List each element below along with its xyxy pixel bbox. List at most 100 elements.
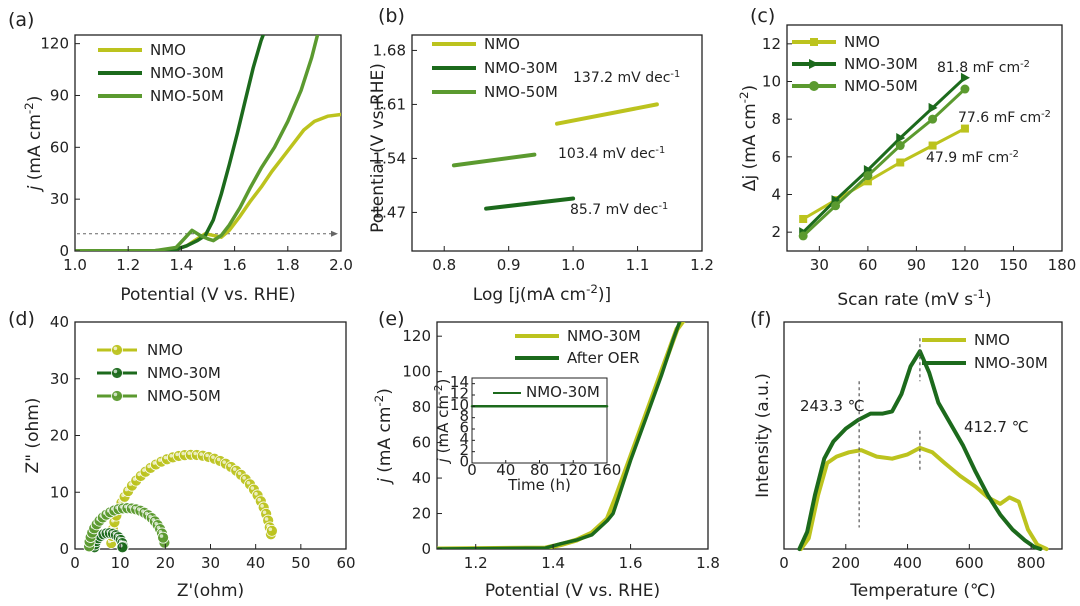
inset-y-tick-label: 4 [459, 430, 469, 448]
nyquist-point-NMO-shine [232, 467, 237, 471]
y-tick-label: 6 [771, 148, 781, 166]
x-tick-label: 1.1 [626, 256, 650, 274]
y-tick-label: 1.68 [373, 41, 406, 59]
legend-label-d: NMO-30M [147, 364, 221, 382]
y-axis-label-c: Δj (mA cm-2) [737, 85, 760, 191]
x-axis-label-c-part: ) [985, 290, 992, 310]
legend-marker-d [111, 344, 123, 356]
y-tick-label: 4 [771, 186, 781, 204]
cdl-value-nmo50m-part: 77.6 mF cm [958, 110, 1041, 126]
legend-nmo50m-a-label: NMO-50M [150, 87, 224, 105]
y-tick-label: 1.61 [373, 95, 406, 113]
inset-y-tick-label: 8 [459, 407, 469, 425]
x-tick-label: 20 [156, 554, 175, 572]
y-axis-label-e-part: ) [375, 388, 395, 395]
nyquist-point-NMO-shine [142, 468, 146, 472]
x-tick-label: 60 [336, 554, 355, 572]
legend-marker-d-shine [113, 346, 118, 351]
inset-y-tick-label: 10 [450, 396, 469, 414]
cdl-point-NMO-50M [928, 114, 938, 124]
nyquist-point-NMO-50M-shine [159, 534, 164, 538]
cdl-line-NMO [801, 127, 967, 221]
x-tick-label: 0.9 [497, 256, 521, 274]
tafel-slope-nmo50m: 103.4 mV dec-1 [558, 145, 665, 163]
nyquist-point-NMO-shine [257, 497, 262, 502]
inset-y-tick-label: 14 [450, 373, 469, 391]
cdl-value-nmo30m-part: -2 [1020, 59, 1030, 70]
cdl-point-NMO-30M [960, 72, 970, 83]
x-tick-label: 40 [246, 554, 265, 572]
peak-label-413: 412.7 ℃ [964, 418, 1029, 436]
y-tick-label: 10 [50, 483, 69, 501]
tpd-line-NMO [799, 445, 1049, 551]
x-tick-label: 200 [831, 554, 860, 572]
cdl-point-NMO [799, 214, 808, 223]
cdl-point-NMO [960, 124, 969, 133]
inset-x-tick-label: 40 [496, 461, 515, 479]
legend-nmo-c-label: NMO [844, 33, 880, 51]
x-axis-label-d: Z'(ohm) [177, 581, 244, 601]
legend-nmo30m-f-label: NMO-30M [974, 354, 1048, 372]
legend-marker-d [111, 367, 123, 379]
x-axis-label-a: Potential (V vs. RHE) [120, 285, 295, 305]
panel-label-a: (a) [8, 9, 34, 31]
tafel-slope-nmo30m-part: 85.7 mV dec [570, 202, 658, 218]
y-tick-label: 90 [50, 86, 69, 104]
y-axis-label-e-part: j [375, 478, 395, 485]
lsv-line-after-oer [437, 322, 682, 549]
y-tick-label: 20 [50, 427, 69, 445]
inset-y-tick-label: 6 [459, 419, 469, 437]
nyquist-point-NMO-shine [262, 510, 267, 515]
y-tick-label: 0 [59, 242, 69, 260]
nyquist-point-NMO-shine [147, 464, 151, 469]
nyquist-point-NMO-shine [242, 475, 246, 480]
y-axis-label-a-part: (mA cm [25, 114, 45, 186]
y-axis-label-c-part: -2 [737, 91, 751, 103]
inset-y-axis-label-part: (mA cm [434, 395, 452, 458]
plot-area-b [411, 34, 703, 252]
plot-area-a [74, 34, 342, 252]
legend-after-oer-e-label: After OER [567, 349, 640, 367]
panel-label-c: (c) [750, 5, 775, 27]
legend-label-d: NMO-50M [147, 387, 221, 405]
nyquist-point-NMO-shine [211, 455, 215, 459]
y-tick-label: 60 [50, 138, 69, 156]
legend-marker-d-shine [113, 392, 118, 397]
tafel-line-NMO [555, 102, 659, 126]
x-tick-label: 120 [951, 256, 980, 274]
nyquist-point-NMO [266, 524, 278, 537]
nyquist-point-NMO-30M-shine [119, 543, 123, 548]
x-tick-label: 150 [999, 256, 1028, 274]
legend-label-d: NMO [147, 341, 183, 359]
nyquist-point-NMO-30M [116, 541, 129, 554]
nyquist-point-NMO-shine [193, 451, 197, 456]
y-tick-label: 80 [412, 398, 431, 416]
reference-arrow [331, 230, 338, 237]
inset-x-tick-label: 80 [530, 461, 549, 479]
nyquist-point-NMO-50M [157, 531, 169, 544]
y-tick-label: 8 [771, 110, 781, 128]
cdl-value-nmo-part: -2 [1009, 149, 1019, 160]
nyquist-point-NMO-shine [260, 504, 264, 508]
nyquist-point-NMO-shine [152, 461, 157, 465]
x-tick-label: 60 [858, 256, 877, 274]
nyquist-point-NMO-shine [205, 453, 209, 458]
x-tick-label: 0.8 [432, 256, 456, 274]
nyquist-point-NMO-shine [250, 486, 255, 490]
tafel-slope-nmo-part: 137.2 mV dec [573, 70, 670, 86]
cdl-value-nmo50m: 77.6 mF cm-2 [958, 109, 1051, 127]
nyquist-point-NMO-shine [237, 471, 242, 476]
plot-area-f [783, 321, 1063, 550]
legend-nmo-b-label: NMO [484, 35, 520, 53]
x-axis-label-b-part: )] [598, 285, 611, 305]
peak-label-243: 243.3 ℃ [800, 397, 865, 415]
inset-x-tick-label: 160 [593, 461, 622, 479]
panel-label-d: (d) [8, 308, 35, 330]
x-tick-label: 180 [1048, 256, 1077, 274]
legend-nmo50m-c-marker [809, 81, 819, 91]
x-tick-label: 400 [893, 554, 922, 572]
tafel-slope-nmo-part: -1 [670, 69, 680, 80]
legend-nmo30m-a-label: NMO-30M [150, 64, 224, 82]
x-axis-label-f: Temperature (℃) [849, 581, 995, 601]
legend-nmo-a-label: NMO [150, 41, 186, 59]
